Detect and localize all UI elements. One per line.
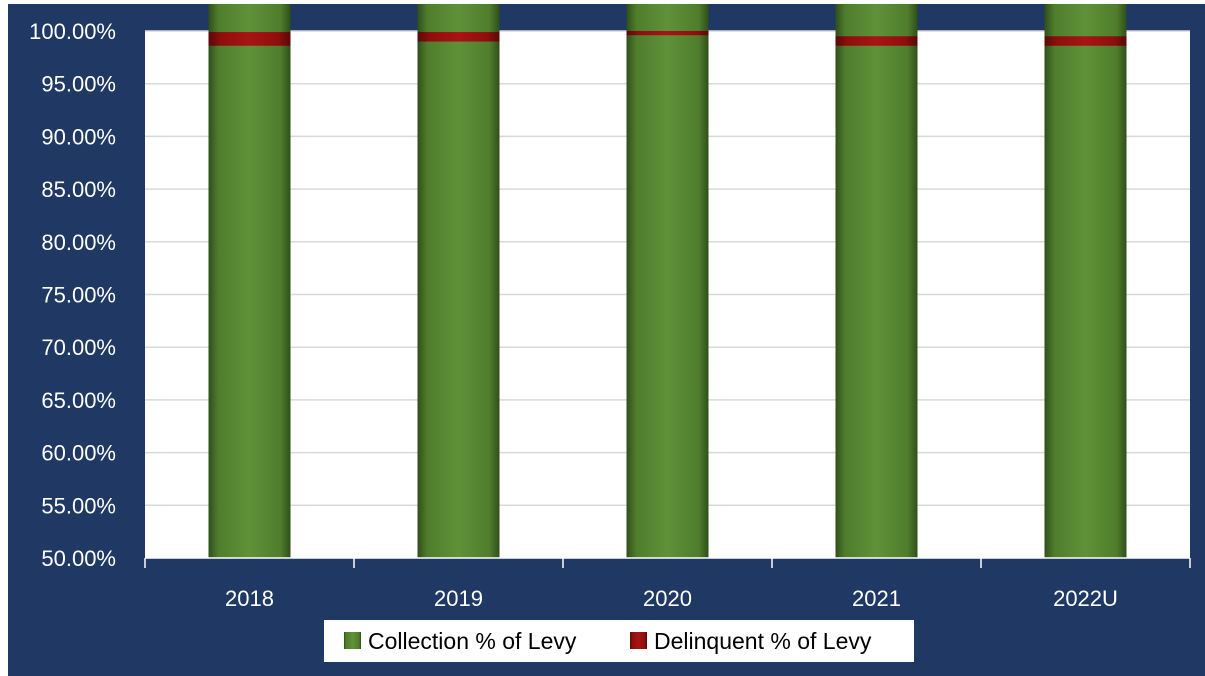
bar-delinquent-2022U bbox=[1044, 36, 1127, 46]
chart-frame: 100.00% 95.00% 90.00% 85.00% 80.00% 75.00% 70.… bbox=[8, 4, 1205, 676]
x-tick-label: 2020 bbox=[643, 586, 692, 611]
y-tick-label: 65.00% bbox=[41, 388, 116, 413]
y-tick-label: 75.00% bbox=[41, 283, 116, 308]
y-tick-label: 55.00% bbox=[41, 493, 116, 518]
bar-collection-2018 bbox=[208, 4, 291, 559]
x-tick-label: 2018 bbox=[225, 586, 274, 611]
legend: Collection % of Levy Delinquent % of Levy bbox=[324, 620, 914, 662]
y-tick-label: 85.00% bbox=[41, 177, 116, 202]
y-tick-label: 80.00% bbox=[41, 230, 116, 255]
bar-delinquent-2020 bbox=[626, 31, 709, 36]
y-axis-tick-labels: 100.00% 95.00% 90.00% 85.00% 80.00% 75.00% 70.… bbox=[29, 19, 116, 571]
bar-delinquent-2018 bbox=[208, 32, 291, 46]
legend-swatch-collection bbox=[344, 632, 361, 649]
y-tick-label: 50.00% bbox=[41, 546, 116, 571]
x-axis: 2018 2019 2020 2021 2022U bbox=[144, 557, 1191, 611]
bars bbox=[208, 4, 1127, 559]
y-tick-label: 95.00% bbox=[41, 72, 116, 97]
legend-label-collection: Collection % of Levy bbox=[368, 628, 577, 654]
bar-collection-2019 bbox=[417, 4, 500, 558]
bar-delinquent-2019 bbox=[417, 32, 500, 42]
y-tick-label: 100.00% bbox=[29, 19, 116, 44]
x-tick-label: 2022U bbox=[1053, 586, 1118, 611]
legend-box bbox=[324, 620, 914, 662]
y-tick-label: 90.00% bbox=[41, 124, 116, 149]
x-tick-label: 2021 bbox=[852, 586, 901, 611]
y-tick-label: 60.00% bbox=[41, 441, 116, 466]
y-tick-label: 70.00% bbox=[41, 335, 116, 360]
bar-delinquent-2021 bbox=[835, 36, 918, 46]
stacked-bar-chart: 100.00% 95.00% 90.00% 85.00% 80.00% 75.00% 70.… bbox=[29, 4, 1191, 662]
legend-label-delinquent: Delinquent % of Levy bbox=[654, 628, 872, 654]
legend-swatch-delinquent bbox=[630, 632, 647, 649]
x-tick-label: 2019 bbox=[434, 586, 483, 611]
bar-collection-2020 bbox=[626, 4, 709, 559]
bar-collection-2021 bbox=[835, 4, 918, 559]
bar-collection-2022U bbox=[1044, 4, 1127, 559]
